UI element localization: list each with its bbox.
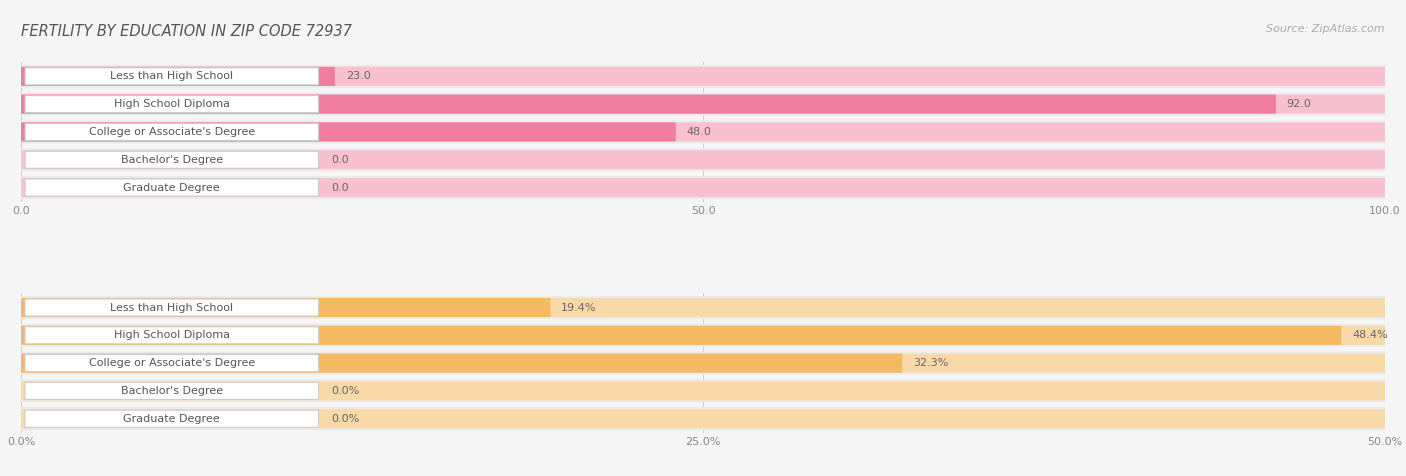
Text: 48.4%: 48.4% <box>1353 330 1388 340</box>
FancyBboxPatch shape <box>21 120 1385 143</box>
FancyBboxPatch shape <box>21 326 1341 345</box>
FancyBboxPatch shape <box>21 298 1385 317</box>
Text: 0.0%: 0.0% <box>330 414 360 424</box>
FancyBboxPatch shape <box>21 409 1385 428</box>
Text: Bachelor's Degree: Bachelor's Degree <box>121 155 224 165</box>
Text: Graduate Degree: Graduate Degree <box>124 182 221 192</box>
FancyBboxPatch shape <box>25 151 319 169</box>
FancyBboxPatch shape <box>21 95 1385 114</box>
Text: 92.0: 92.0 <box>1286 99 1312 109</box>
FancyBboxPatch shape <box>25 179 319 196</box>
FancyBboxPatch shape <box>25 123 319 140</box>
FancyBboxPatch shape <box>21 324 1385 347</box>
Text: 23.0: 23.0 <box>346 71 370 81</box>
Text: High School Diploma: High School Diploma <box>114 330 229 340</box>
Text: 19.4%: 19.4% <box>561 303 596 313</box>
Text: FERTILITY BY EDUCATION IN ZIP CODE 72937: FERTILITY BY EDUCATION IN ZIP CODE 72937 <box>21 24 351 39</box>
FancyBboxPatch shape <box>21 95 1275 114</box>
FancyBboxPatch shape <box>25 382 319 399</box>
FancyBboxPatch shape <box>21 178 1385 197</box>
FancyBboxPatch shape <box>25 355 319 372</box>
FancyBboxPatch shape <box>21 379 1385 402</box>
FancyBboxPatch shape <box>21 67 1385 86</box>
FancyBboxPatch shape <box>21 150 1385 169</box>
FancyBboxPatch shape <box>21 122 676 141</box>
Text: Graduate Degree: Graduate Degree <box>124 414 221 424</box>
FancyBboxPatch shape <box>21 354 1385 373</box>
Text: 0.0: 0.0 <box>330 182 349 192</box>
FancyBboxPatch shape <box>25 410 319 427</box>
FancyBboxPatch shape <box>21 67 335 86</box>
FancyBboxPatch shape <box>25 68 319 85</box>
FancyBboxPatch shape <box>21 93 1385 116</box>
Text: College or Associate's Degree: College or Associate's Degree <box>89 127 254 137</box>
FancyBboxPatch shape <box>21 352 1385 375</box>
Text: Bachelor's Degree: Bachelor's Degree <box>121 386 224 396</box>
Text: High School Diploma: High School Diploma <box>114 99 229 109</box>
Text: Less than High School: Less than High School <box>110 303 233 313</box>
FancyBboxPatch shape <box>21 298 550 317</box>
FancyBboxPatch shape <box>21 407 1385 430</box>
FancyBboxPatch shape <box>21 354 903 373</box>
Text: Source: ZipAtlas.com: Source: ZipAtlas.com <box>1267 24 1385 34</box>
Text: 0.0: 0.0 <box>330 155 349 165</box>
FancyBboxPatch shape <box>21 148 1385 171</box>
FancyBboxPatch shape <box>25 327 319 344</box>
FancyBboxPatch shape <box>25 299 319 316</box>
Text: Less than High School: Less than High School <box>110 71 233 81</box>
Text: 32.3%: 32.3% <box>912 358 949 368</box>
FancyBboxPatch shape <box>25 96 319 113</box>
Text: 0.0%: 0.0% <box>330 386 360 396</box>
FancyBboxPatch shape <box>21 296 1385 319</box>
FancyBboxPatch shape <box>21 326 1385 345</box>
FancyBboxPatch shape <box>21 65 1385 88</box>
Text: 48.0: 48.0 <box>686 127 711 137</box>
FancyBboxPatch shape <box>21 176 1385 199</box>
FancyBboxPatch shape <box>21 122 1385 141</box>
Text: College or Associate's Degree: College or Associate's Degree <box>89 358 254 368</box>
FancyBboxPatch shape <box>21 381 1385 400</box>
